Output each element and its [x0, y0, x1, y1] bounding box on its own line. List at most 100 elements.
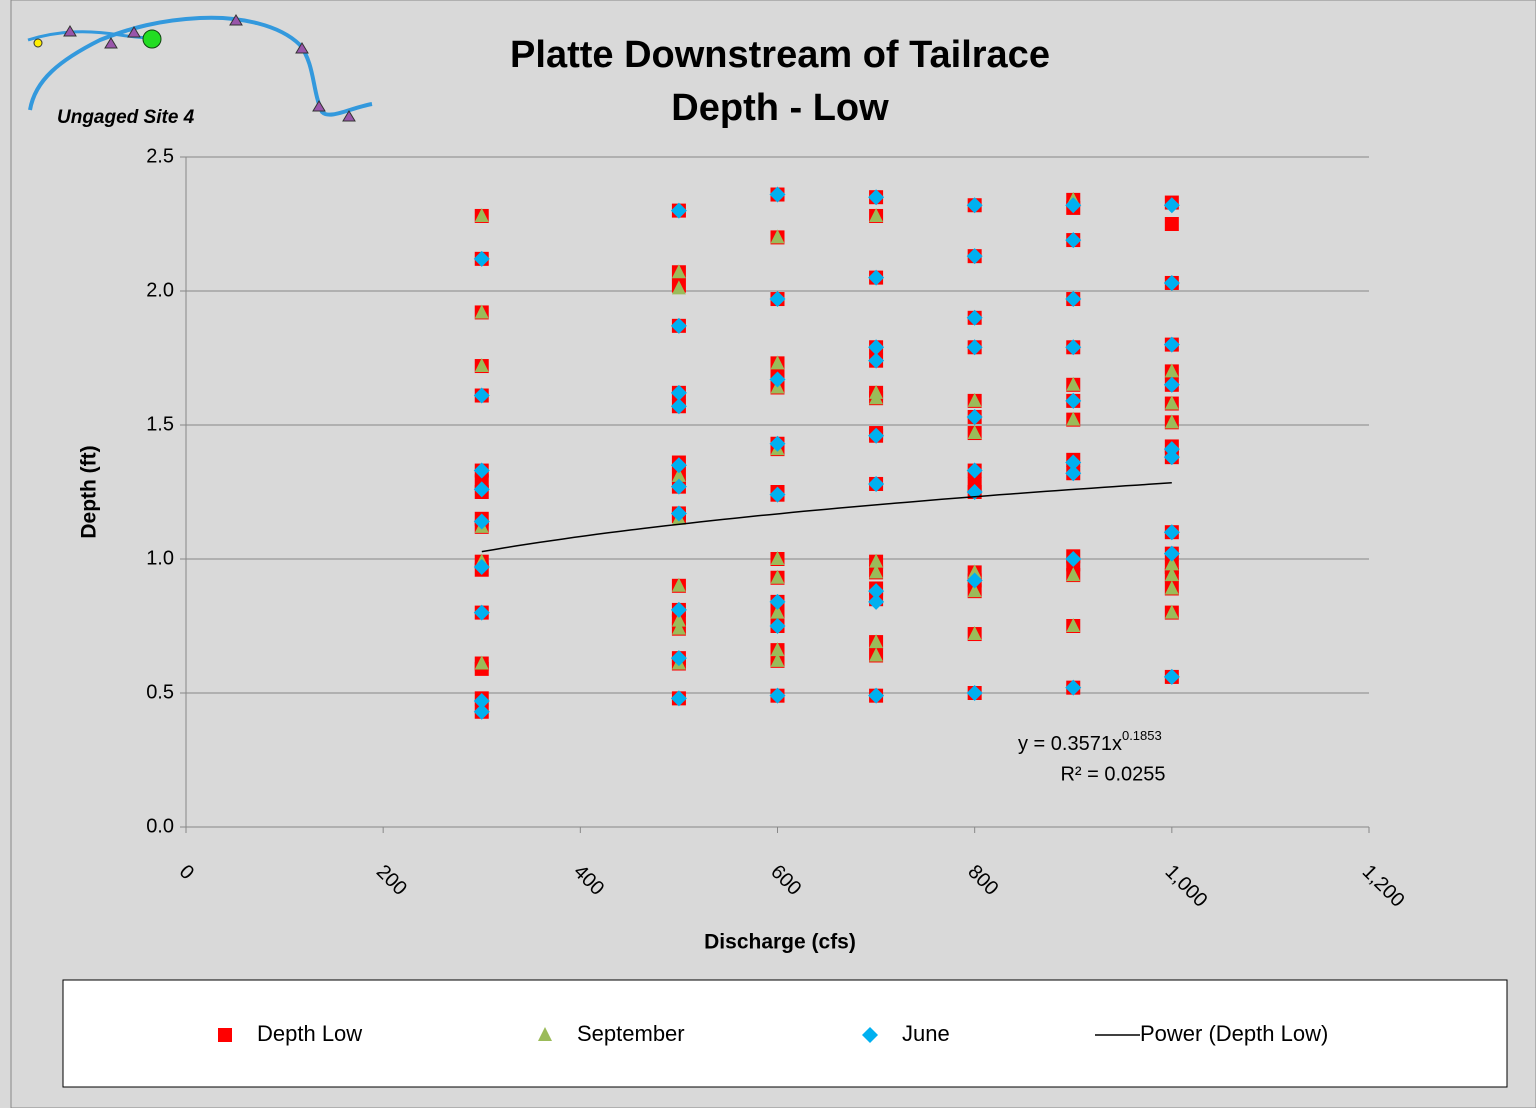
- marker-diamond: [473, 559, 490, 576]
- marker-diamond: [769, 371, 786, 388]
- marker-triangle: [770, 604, 785, 619]
- marker-diamond: [769, 593, 786, 610]
- marker-triangle: [1164, 580, 1179, 595]
- marker-diamond: [966, 248, 983, 265]
- y-tick-label: 1.5: [146, 413, 174, 435]
- marker-diamond: [966, 462, 983, 479]
- marker-triangle: [1164, 395, 1179, 410]
- marker-square: [1164, 217, 1179, 231]
- marker-diamond: [1065, 339, 1082, 356]
- marker-triangle: [967, 425, 982, 440]
- marker-diamond: [473, 250, 490, 267]
- marker-triangle: [1066, 376, 1081, 391]
- marker-square: [218, 1028, 232, 1042]
- marker-triangle: [770, 355, 785, 370]
- trend-equation: y = 0.3571x0.1853: [1018, 728, 1162, 755]
- marker-triangle: [869, 390, 884, 405]
- marker-diamond: [868, 593, 885, 610]
- marker-triangle: [967, 392, 982, 407]
- marker-diamond: [1065, 291, 1082, 308]
- marker-triangle: [967, 564, 982, 579]
- marker-diamond: [473, 604, 490, 621]
- marker-triangle: [1164, 414, 1179, 429]
- marker-diamond: [1163, 274, 1180, 291]
- marker-diamond: [769, 486, 786, 503]
- marker-diamond: [670, 505, 687, 522]
- marker-triangle: [671, 467, 686, 482]
- marker-diamond: [868, 352, 885, 369]
- marker-triangle: [869, 634, 884, 649]
- marker-diamond: [966, 309, 983, 326]
- marker-triangle: [474, 358, 489, 373]
- marker-triangle: [474, 304, 489, 319]
- marker-diamond: [1065, 454, 1082, 471]
- marker-diamond: [1065, 551, 1082, 567]
- marker-triangle: [770, 229, 785, 244]
- y-axis-label: Depth (ft): [78, 445, 101, 538]
- trend-equation-base: y = 0.3571x: [1018, 733, 1122, 755]
- legend-label: Depth Low: [257, 1021, 362, 1046]
- marker-diamond: [473, 462, 490, 479]
- trend-equation-exponent: 0.1853: [1122, 728, 1162, 743]
- marker-diamond: [868, 687, 885, 704]
- chart-border: [10, 0, 1536, 1108]
- marker-triangle: [671, 577, 686, 592]
- marker-diamond: [868, 583, 885, 600]
- marker-diamond: [670, 398, 687, 415]
- marker-diamond: [670, 478, 687, 495]
- logo: Ungaged Site 4: [27, 14, 373, 128]
- legend-label: June: [902, 1021, 950, 1046]
- marker-diamond: [868, 269, 885, 286]
- marker-triangle: [671, 612, 686, 627]
- marker-diamond: [966, 197, 983, 214]
- marker-triangle: [1164, 567, 1179, 582]
- y-tick-label: 0.5: [146, 681, 174, 703]
- marker-diamond: [769, 435, 786, 452]
- marker-diamond: [1163, 197, 1180, 214]
- marker-triangle: [1164, 604, 1179, 619]
- marker-diamond: [473, 693, 490, 710]
- marker-triangle: [671, 620, 686, 635]
- marker-diamond: [670, 317, 687, 334]
- marker-diamond: [1065, 392, 1082, 409]
- marker-diamond: [769, 618, 786, 634]
- marker-diamond: [473, 513, 490, 530]
- marker-diamond: [769, 291, 786, 308]
- marker-diamond: [670, 601, 687, 618]
- marker-triangle: [770, 642, 785, 657]
- legend-label: Power (Depth Low): [1140, 1021, 1328, 1046]
- marker-triangle: [671, 280, 686, 295]
- marker-triangle: [1066, 411, 1081, 426]
- marker-diamond: [473, 703, 490, 720]
- legend-box: [62, 979, 1508, 1088]
- marker-diamond: [1163, 668, 1180, 685]
- marker-triangle: [869, 564, 884, 579]
- marker-diamond: [868, 427, 885, 444]
- y-tick-label: 0.0: [146, 815, 174, 837]
- marker-triangle: [474, 655, 489, 670]
- chart-title: Platte Downstream of Tailrace: [510, 34, 1050, 76]
- marker-diamond: [1163, 441, 1180, 458]
- y-tick-label: 2.5: [146, 145, 174, 167]
- marker-diamond: [862, 1027, 878, 1043]
- marker-diamond: [1065, 465, 1082, 482]
- marker-diamond: [966, 685, 983, 701]
- marker-diamond: [473, 387, 490, 404]
- marker-diamond: [670, 690, 687, 707]
- marker-diamond: [670, 202, 687, 219]
- x-axis-label: Discharge (cfs): [704, 931, 856, 954]
- marker-diamond: [966, 408, 983, 425]
- marker-triangle: [770, 652, 785, 667]
- legend-label: September: [577, 1021, 685, 1046]
- marker-diamond: [769, 186, 786, 203]
- chart-subtitle: Depth - Low: [671, 87, 889, 129]
- marker-diamond: [966, 572, 983, 589]
- marker-triangle: [770, 569, 785, 584]
- marker-diamond: [1163, 336, 1180, 353]
- marker-triangle: [967, 583, 982, 598]
- marker-triangle: [1164, 363, 1179, 378]
- marker-triangle: [967, 626, 982, 641]
- marker-diamond: [868, 339, 885, 356]
